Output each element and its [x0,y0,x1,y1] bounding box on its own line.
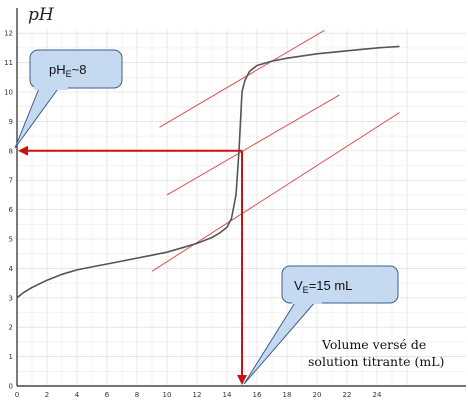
x-axis-title-line2: solution titrante (mL) [308,354,444,369]
y-axis-title: pH [28,5,55,25]
x-tick-label: 24 [373,391,382,399]
x-tick-label: 4 [75,391,80,399]
titration-curve [16,45,400,299]
titration-curve-line [16,45,400,299]
ph-e-callout: pHE~8 [14,49,123,149]
v-e-callout-text: VE=15 mL [294,278,352,295]
ph-e-callout-box [29,49,123,89]
y-tick-label: 4 [9,265,14,273]
y-tick-label: 5 [9,236,13,244]
y-tick-label: 10 [4,89,13,97]
y-tick-label: 2 [9,324,13,332]
axes [16,8,466,387]
y-tick-label: 0 [9,383,13,391]
tangent-line [159,29,325,128]
x-tick-label: 10 [163,391,172,399]
x-tick-label: 6 [105,391,110,399]
x-tick-label: 16 [253,391,262,399]
x-tick-label: 22 [343,391,352,399]
x-tick-label: 18 [283,391,292,399]
x-tick-label: 0 [15,391,19,399]
y-tick-label: 12 [4,30,13,38]
x-tick-label: 8 [135,391,139,399]
volume-equivalence-arrowhead [237,375,247,385]
y-tick-label: 9 [9,118,13,126]
equivalence-arrows [18,145,247,385]
x-axis-title-line1: Volume versé de [321,337,426,352]
y-tick-label: 11 [4,59,13,67]
x-tick-label: 2 [45,391,49,399]
x-tick-label: 20 [313,391,322,399]
v-e-callout-box [281,265,399,304]
y-tick-label: 3 [9,294,13,302]
tangent-line [166,94,340,196]
y-tick-label: 6 [9,206,14,214]
y-tick-label: 1 [9,353,13,361]
ph-equivalence-arrowhead [18,145,28,156]
x-tick-label: 14 [223,391,232,399]
y-tick-label: 8 [9,147,13,155]
y-tick-label: 7 [9,177,13,185]
v-e-callout: VE=15 mL [243,265,399,385]
x-tick-label: 12 [193,391,202,399]
ph-e-callout-text: pHE~8 [49,62,86,79]
